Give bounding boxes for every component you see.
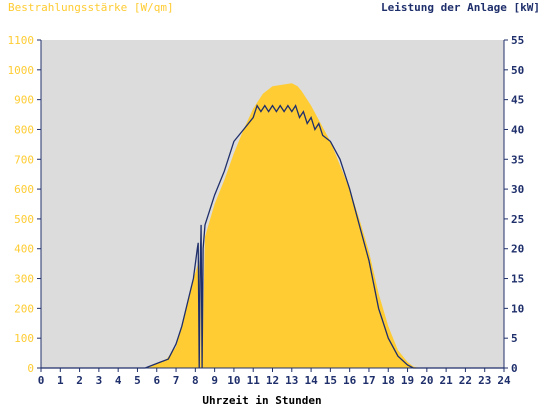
x-tick-label: 10 [227,374,240,387]
left-y-ticks: 0 100 200 300 400 500 600 700 800 900 1000 1100 [8,34,41,375]
left-tick-label: 1000 [8,64,35,77]
x-tick-label: 20 [420,374,433,387]
right-tick-label: 10 [511,302,524,315]
x-ticks: 0 1 2 3 4 5 6 7 8 9 10 11 12 13 14 15 16 17 18 19 20 21 22 23 24 [38,368,511,387]
x-tick-label: 1 [57,374,64,387]
right-tick-label: 25 [511,213,524,226]
x-tick-label: 11 [247,374,261,387]
right-tick-label: 55 [511,34,524,47]
right-y-ticks: 0 5 10 15 20 25 30 35 40 45 50 55 [504,34,524,375]
x-tick-label: 16 [343,374,357,387]
irradiance-area [41,83,504,368]
right-tick-label: 5 [511,332,518,345]
left-tick-label: 500 [14,213,34,226]
x-axis-label: Uhrzeit in Stunden [202,394,321,407]
left-tick-label: 700 [14,153,34,166]
left-tick-label: 800 [14,123,34,136]
x-tick-label: 13 [285,374,298,387]
left-axis-label: Bestrahlungsstärke [W/qm] [8,1,174,14]
right-tick-label: 20 [511,243,524,256]
x-tick-label: 15 [324,374,337,387]
x-tick-label: 0 [38,374,45,387]
x-tick-label: 12 [266,374,279,387]
left-tick-label: 300 [14,273,34,286]
right-tick-label: 0 [511,362,518,375]
x-tick-label: 14 [304,374,318,387]
x-tick-label: 9 [211,374,218,387]
left-tick-label: 600 [14,183,34,196]
left-tick-label: 200 [14,302,34,315]
x-tick-label: 5 [134,374,141,387]
right-tick-label: 40 [511,123,524,136]
x-tick-label: 23 [478,374,491,387]
right-tick-label: 15 [511,273,524,286]
right-tick-label: 45 [511,94,524,107]
x-tick-label: 19 [401,374,414,387]
power-line [41,104,504,369]
left-tick-label: 100 [14,332,34,345]
x-tick-label: 4 [115,374,122,387]
x-tick-label: 17 [362,374,375,387]
x-tick-label: 21 [440,374,454,387]
x-tick-label: 22 [459,374,472,387]
x-tick-label: 6 [153,374,160,387]
left-tick-label: 0 [27,362,34,375]
right-tick-label: 30 [511,183,524,196]
x-tick-label: 8 [192,374,199,387]
right-axis-label: Leistung der Anlage [kW] [381,1,540,14]
left-tick-label: 1100 [8,34,35,47]
left-tick-label: 900 [14,94,34,107]
x-tick-label: 7 [173,374,180,387]
x-tick-label: 3 [96,374,103,387]
right-tick-label: 50 [511,64,524,77]
x-tick-label: 24 [497,374,511,387]
left-tick-label: 400 [14,243,34,256]
x-tick-label: 2 [76,374,83,387]
right-tick-label: 35 [511,153,524,166]
x-tick-label: 18 [382,374,395,387]
